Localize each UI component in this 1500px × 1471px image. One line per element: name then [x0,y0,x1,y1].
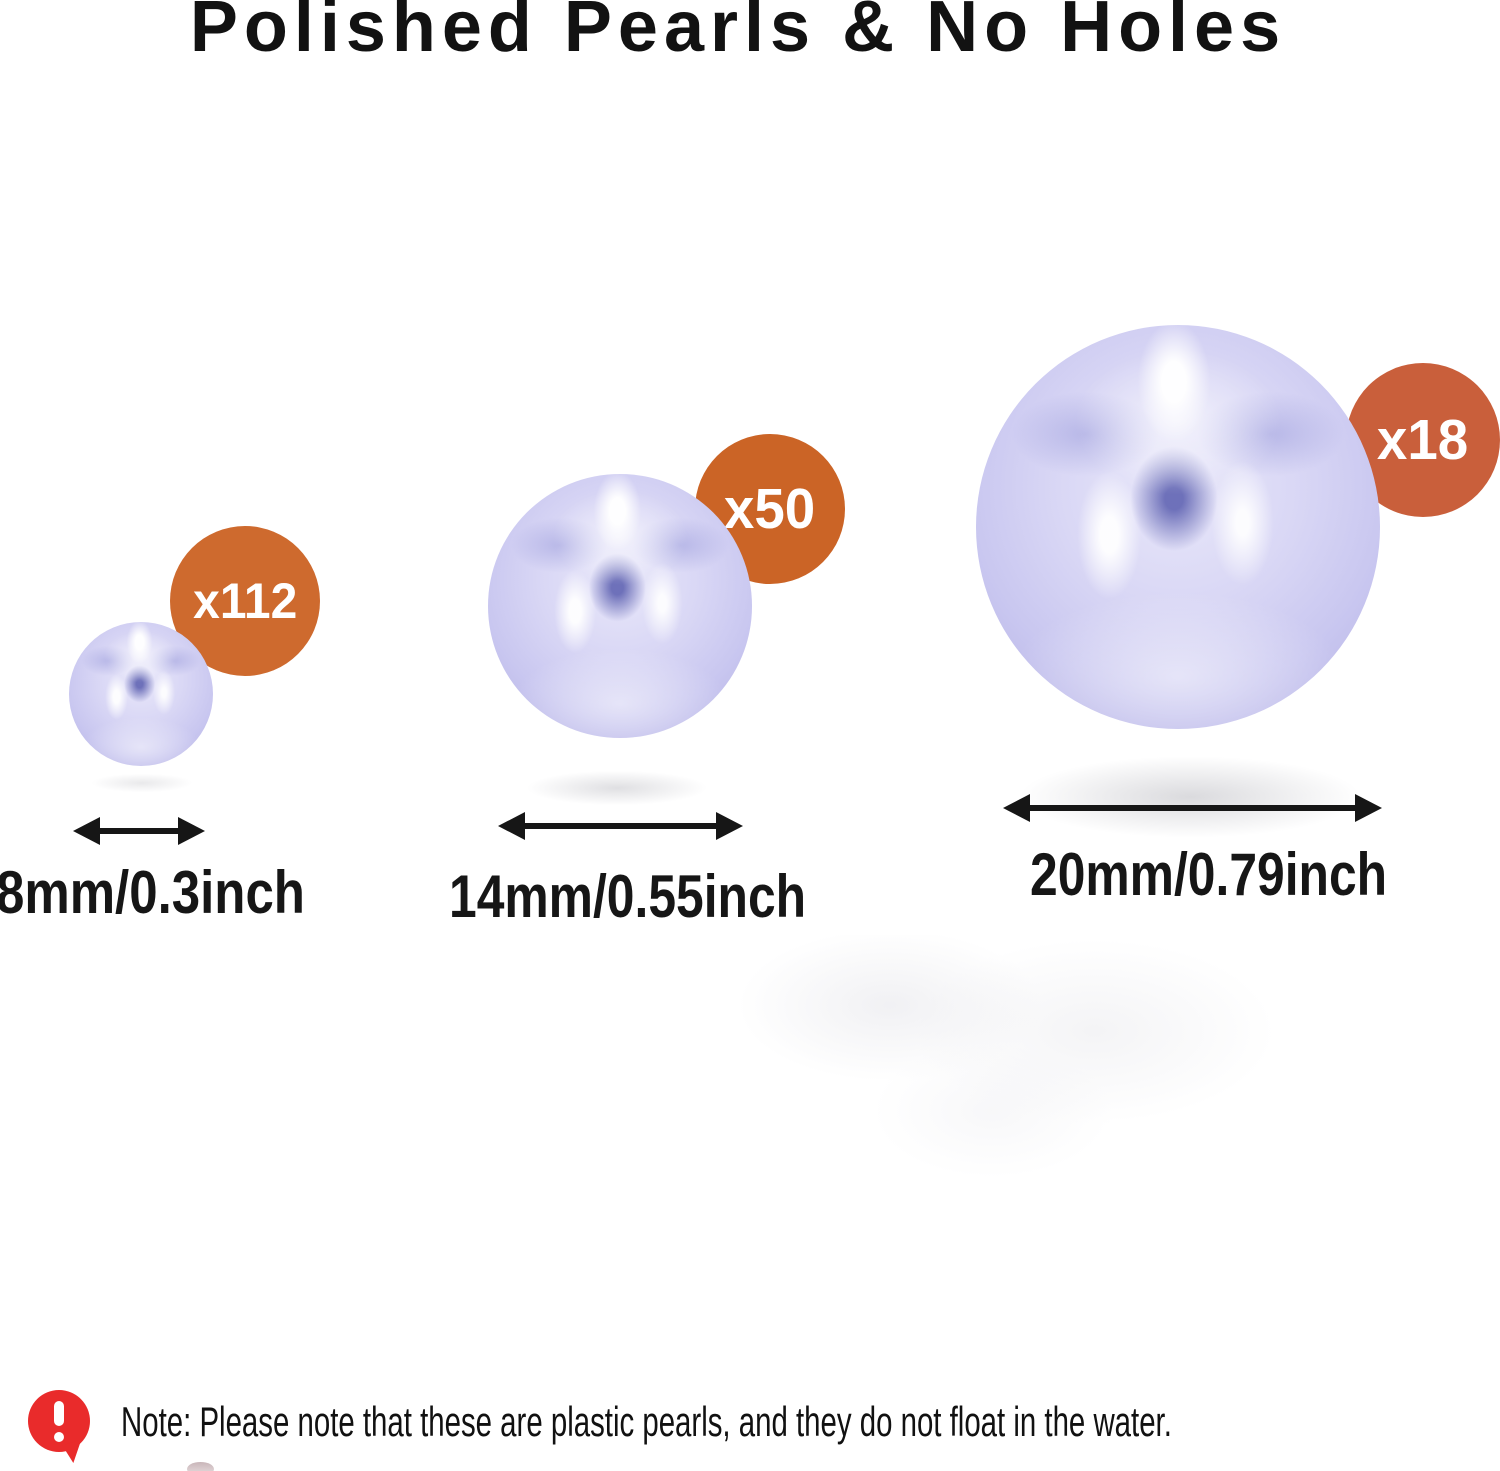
size-label-small: 8mm/0.3inch [0,859,305,926]
arrow-line [525,823,716,829]
size-label-large: 20mm/0.79inch [1030,841,1388,908]
arrowhead-right-icon [1355,794,1382,822]
size-arrow-small [73,817,205,845]
size-label-medium: 14mm/0.55inch [449,863,807,930]
arrowhead-left-icon [1003,794,1030,822]
arrowhead-right-icon [716,812,743,840]
size-arrow-large [1003,794,1382,822]
arrow-line [100,828,178,834]
count-badge-x18-label: x18 [1377,408,1469,472]
speech-bubble-tail [62,1439,88,1465]
arrowhead-left-icon [498,812,525,840]
pearl-medium [488,474,752,738]
pearl-shadow-large [960,742,1420,852]
count-badge-x112-label: x112 [192,573,298,629]
exclamation-dot [54,1432,64,1442]
page-title: Polished Pearls & No Holes [189,0,1287,67]
pearl-shadow-medium [492,764,742,812]
size-arrow-medium [498,812,743,840]
alert-speech-bubble-icon [28,1390,90,1465]
arrowhead-left-icon [73,817,100,845]
cropped-bottom-artifact [187,1462,214,1471]
exclamation-bar [54,1401,64,1426]
arrowhead-right-icon [178,817,205,845]
count-badge-x50-label: x50 [724,477,816,541]
pearl-small [69,622,213,766]
pearl-shadow-small [72,770,212,796]
note-text: Note: Please note that these are plastic… [121,1398,1172,1445]
pearl-large [976,325,1380,729]
faint-reflection [730,935,1300,1255]
arrow-line [1030,805,1355,811]
